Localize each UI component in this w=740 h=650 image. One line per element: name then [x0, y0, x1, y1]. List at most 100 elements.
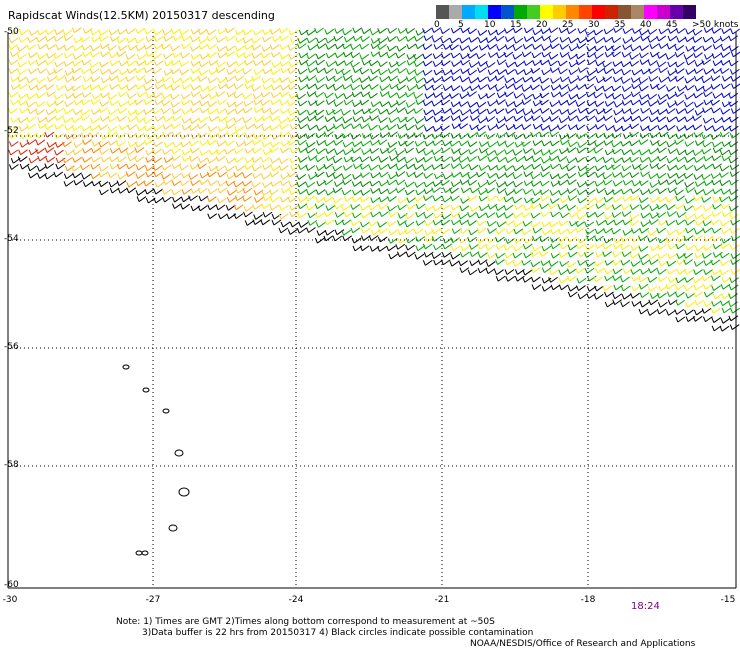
wind-barb: [404, 157, 414, 164]
wind-barb: [728, 35, 739, 42]
wind-barb: [208, 149, 219, 156]
wind-barb: [161, 76, 172, 83]
wind-barb: [404, 189, 415, 196]
wind-barb: [603, 133, 614, 140]
wind-barb: [524, 197, 534, 204]
wind-barb: [496, 69, 507, 75]
wind-barb: [342, 117, 353, 124]
wind-barb: [46, 91, 56, 97]
wind-barb: [667, 253, 678, 260]
wind-barb: [269, 204, 280, 211]
wind-barb: [459, 76, 470, 83]
wind-barb: [287, 68, 298, 75]
wind-barb: [242, 37, 253, 44]
wind-barb: [342, 141, 353, 148]
wind-barb: [171, 123, 181, 130]
wind-barb: [719, 68, 730, 74]
wind-barb: [478, 195, 489, 202]
wind-barb: [433, 244, 443, 251]
wind-barb: [702, 141, 712, 148]
wind-barb: [235, 51, 246, 58]
wind-barb: [306, 189, 316, 196]
wind-barb: [576, 181, 587, 188]
wind-barb: [729, 277, 739, 284]
wind-barb: [46, 69, 57, 76]
wind-barb: [487, 203, 498, 210]
wind-barb: [548, 221, 559, 228]
wind-barb: [631, 275, 641, 282]
wind-barb: [621, 86, 632, 92]
wind-barb: [639, 29, 649, 36]
wind-barb: [73, 109, 83, 115]
wind-barb: [728, 195, 739, 202]
wind-barb: [325, 99, 336, 106]
wind-barb: [126, 181, 137, 188]
wind-barb: [541, 116, 551, 123]
wind-barb: [712, 43, 723, 50]
wind-barb: [289, 221, 300, 228]
wind-barb: [217, 28, 228, 35]
lat-label-54: -54: [4, 234, 19, 244]
wind-barb: [693, 68, 704, 74]
wind-barb: [657, 179, 668, 186]
wind-barb: [369, 133, 380, 140]
wind-barb: [341, 219, 352, 226]
wind-barb: [620, 301, 630, 308]
wind-barb: [144, 125, 154, 132]
wind-barb: [477, 252, 488, 259]
wind-barb: [100, 133, 111, 140]
wind-barb: [638, 235, 648, 242]
wind-barb: [287, 45, 298, 51]
wind-barb: [216, 61, 227, 68]
wind-barb: [548, 203, 559, 210]
wind-barb: [685, 187, 696, 194]
wind-barb: [567, 85, 578, 92]
wind-barb: [235, 165, 245, 172]
wind-barb: [224, 166, 235, 172]
wind-barb: [496, 132, 507, 139]
wind-barb: [676, 125, 686, 132]
wind-barb: [360, 181, 370, 188]
wind-barb: [351, 147, 362, 154]
wind-barb: [467, 28, 477, 35]
wind-barb: [80, 99, 91, 106]
wind-barb: [298, 123, 308, 130]
colorbar-label: 30: [588, 20, 600, 30]
wind-barb: [656, 84, 666, 91]
wind-barb: [161, 100, 171, 106]
wind-barb: [360, 140, 371, 147]
wind-barb: [557, 236, 568, 243]
wind-barb: [179, 133, 190, 140]
wind-barb: [269, 196, 280, 203]
wind-barb: [207, 108, 217, 115]
wind-barb: [557, 179, 568, 186]
wind-barb: [512, 77, 523, 84]
wind-barb: [377, 245, 387, 252]
wind-barb: [126, 163, 136, 170]
wind-barb: [648, 148, 658, 155]
wind-barb: [332, 76, 343, 82]
wind-barb: [342, 29, 352, 36]
wind-barb: [188, 174, 199, 180]
wind-barb: [513, 237, 524, 244]
wind-barb: [107, 44, 117, 51]
wind-barb: [17, 53, 27, 60]
wind-barb: [559, 163, 570, 170]
wind-barb: [55, 163, 66, 170]
wind-barb: [460, 109, 470, 116]
wind-barb: [170, 60, 181, 66]
wind-barb: [171, 163, 182, 169]
wind-barb: [244, 123, 255, 130]
wind-barb: [8, 37, 19, 44]
wind-barb: [569, 220, 579, 227]
wind-barb: [352, 116, 363, 123]
wind-barb: [710, 219, 721, 226]
wind-barb: [629, 252, 640, 259]
wind-barb: [153, 125, 163, 132]
wind-barb: [449, 93, 459, 99]
wind-barb: [441, 147, 451, 153]
wind-barb: [512, 212, 523, 219]
wind-barb: [369, 147, 380, 154]
wind-barb: [577, 107, 588, 114]
wind-barb: [612, 196, 623, 203]
